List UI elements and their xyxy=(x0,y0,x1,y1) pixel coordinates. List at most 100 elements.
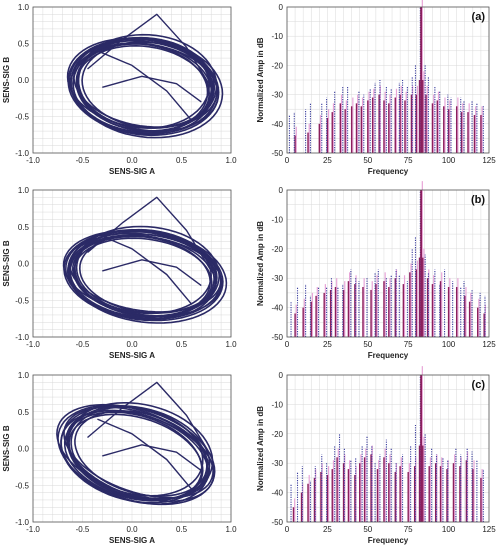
y-tick-label: -0.5 xyxy=(15,481,29,490)
x-tick-label: 0 xyxy=(285,156,290,165)
x-tick-label: 25 xyxy=(323,525,332,534)
x-tick-label: 1.0 xyxy=(225,156,237,165)
transient-curve xyxy=(102,444,202,472)
y-tick-label: 0 xyxy=(279,3,284,12)
phase-portrait-4: -1.0 -0.5 0.0 0.5 1.0 1.0 0.5 0.0 -0.5 -1.0 SENS-S… xyxy=(2,371,237,545)
y-tick-label: -20 xyxy=(271,61,283,70)
y-axis-label: SENS-SIG B xyxy=(2,425,11,471)
phase-portrait-0: -1.0 -0.5 0.0 0.5 1.0 1.0 0.5 0.0 -0.5 -1.0 SENS-S… xyxy=(2,3,237,176)
y-tick-label: 0.0 xyxy=(18,260,30,269)
y-axis-label: Normalized Amp in dB xyxy=(256,37,265,122)
transient-curve xyxy=(97,50,192,121)
orbit-loop xyxy=(71,235,223,317)
plot-frame xyxy=(32,189,232,338)
orbit-loop xyxy=(67,37,220,137)
plot-frame xyxy=(286,6,490,154)
y-tick-label: 0.0 xyxy=(18,76,30,85)
plot-frame xyxy=(32,6,232,154)
y-tick-label: -30 xyxy=(271,274,283,283)
spectrum-5: 0 25 50 75 100 125 0 -10 -20 -30 -40 -50 Frequency No… xyxy=(256,366,496,545)
x-axis-label: Frequency xyxy=(368,536,409,545)
orbit-loop xyxy=(57,404,216,506)
x-tick-label: 1.0 xyxy=(225,340,237,349)
y-tick-label: -10 xyxy=(271,215,283,224)
orbit-loop xyxy=(62,230,218,314)
y-tick-label: -1.0 xyxy=(15,333,29,342)
x-tick-label: -1.0 xyxy=(26,525,40,534)
x-axis-label: SENS-SIG A xyxy=(109,536,155,545)
y-axis-label: SENS-SIG B xyxy=(2,57,11,103)
y-tick-label: -40 xyxy=(271,304,283,313)
y-tick-label: 0.5 xyxy=(18,223,30,232)
transient-curve xyxy=(97,418,192,490)
transient-curve xyxy=(87,381,212,457)
x-tick-label: 100 xyxy=(442,156,456,165)
x-tick-label: -1.0 xyxy=(26,340,40,349)
x-tick-label: 0.0 xyxy=(126,156,138,165)
y-tick-label: 0 xyxy=(279,186,284,195)
phase-portrait-2: -1.0 -0.5 0.0 0.5 1.0 1.0 0.5 0.0 -0.5 -1.0 SENS-S… xyxy=(2,186,237,360)
y-tick-label: -1.0 xyxy=(15,149,29,158)
orbit-loop xyxy=(56,403,211,500)
y-tick-label: -10 xyxy=(271,32,283,41)
spectrum-3: 0 25 50 75 100 125 0 -10 -20 -30 -40 -50 Frequency No… xyxy=(256,181,496,360)
x-tick-label: 0.0 xyxy=(126,525,138,534)
x-axis-label: Frequency xyxy=(368,351,409,360)
y-tick-label: 1.0 xyxy=(18,186,30,195)
x-axis-label: SENS-SIG A xyxy=(109,167,155,176)
x-tick-label: 125 xyxy=(482,156,496,165)
plot-frame xyxy=(286,374,490,523)
y-tick-label: -30 xyxy=(271,459,283,468)
x-tick-label: 50 xyxy=(363,525,372,534)
y-tick-label: 0.5 xyxy=(18,408,30,417)
orbit-loop xyxy=(68,231,228,324)
transient-curve xyxy=(87,13,212,88)
orbit-loop xyxy=(63,229,224,322)
y-tick-label: 0 xyxy=(279,371,284,380)
y-tick-label: -40 xyxy=(271,489,283,498)
y-tick-label: -10 xyxy=(271,400,283,409)
y-tick-label: 1.0 xyxy=(18,3,30,12)
x-tick-label: 75 xyxy=(404,525,413,534)
y-axis-label: SENS-SIG B xyxy=(2,240,11,286)
y-tick-label: -1.0 xyxy=(15,518,29,527)
x-tick-label: 50 xyxy=(363,156,372,165)
x-tick-label: -0.5 xyxy=(76,340,90,349)
transient-curve xyxy=(87,196,212,272)
x-tick-label: 75 xyxy=(404,156,413,165)
x-tick-label: -1.0 xyxy=(26,156,40,165)
y-tick-label: -30 xyxy=(271,91,283,100)
y-tick-label: -40 xyxy=(271,120,283,129)
x-axis-label: Frequency xyxy=(368,167,409,176)
x-axis-label: SENS-SIG A xyxy=(109,351,155,360)
x-tick-label: 0.5 xyxy=(176,525,188,534)
x-tick-label: 0.5 xyxy=(176,156,188,165)
y-tick-label: -0.5 xyxy=(15,296,29,305)
orbit-loop xyxy=(63,406,214,499)
x-tick-label: 100 xyxy=(442,340,456,349)
x-tick-label: 0.5 xyxy=(176,340,188,349)
orbit-loop xyxy=(60,409,209,505)
x-tick-label: 0.0 xyxy=(126,340,138,349)
transient-curve xyxy=(102,259,202,287)
y-tick-label: 0.0 xyxy=(18,445,30,454)
transient-curve xyxy=(102,75,202,103)
x-tick-label: 125 xyxy=(482,525,496,534)
plot-frame xyxy=(32,374,232,523)
orbit-loop xyxy=(72,38,224,139)
y-tick-label: 0.5 xyxy=(18,40,30,49)
y-tick-label: -50 xyxy=(271,149,283,158)
panel-label: (c) xyxy=(472,379,486,391)
y-axis-label: Normalized Amp in dB xyxy=(256,406,265,491)
x-tick-label: 125 xyxy=(482,340,496,349)
x-tick-label: 50 xyxy=(363,340,372,349)
x-tick-label: 1.0 xyxy=(225,525,237,534)
y-axis-label: Normalized Amp in dB xyxy=(256,221,265,306)
x-tick-label: 75 xyxy=(404,340,413,349)
transient-curve xyxy=(97,233,192,305)
y-tick-label: -50 xyxy=(271,333,283,342)
spectrum-1: 0 25 50 75 100 125 0 -10 -20 -30 -40 -50 Frequency No… xyxy=(256,0,496,176)
x-tick-label: -0.5 xyxy=(76,156,90,165)
y-tick-label: -20 xyxy=(271,430,283,439)
